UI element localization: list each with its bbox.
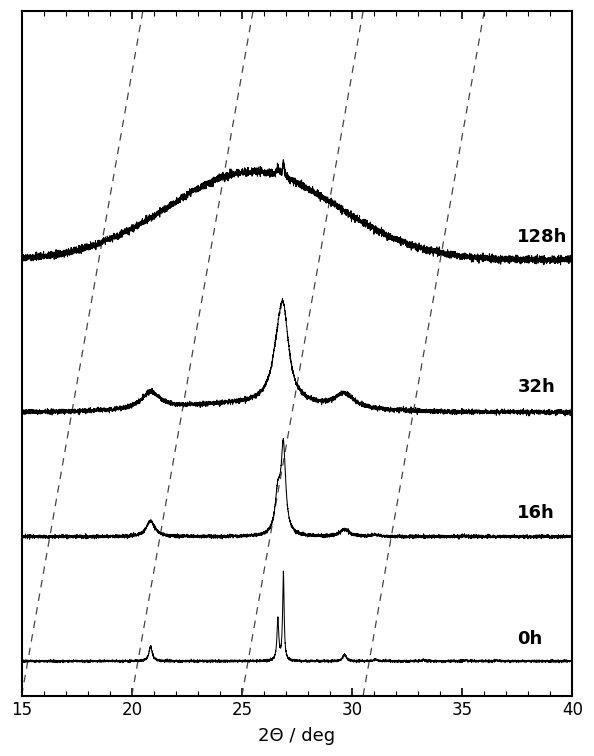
X-axis label: 2Θ / deg: 2Θ / deg — [258, 727, 336, 745]
Text: 0h: 0h — [517, 630, 542, 648]
Text: 16h: 16h — [517, 504, 555, 522]
Text: 32h: 32h — [517, 377, 555, 395]
Text: 128h: 128h — [517, 228, 568, 246]
